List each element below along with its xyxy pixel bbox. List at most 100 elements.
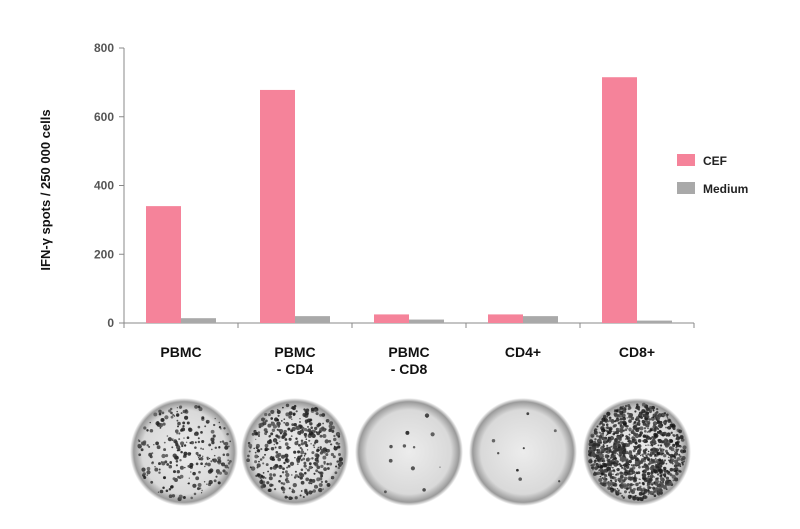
spot [190, 496, 193, 500]
spot [270, 417, 274, 420]
spot [621, 460, 624, 463]
spot [177, 421, 181, 426]
spot [153, 443, 155, 446]
spot [227, 459, 230, 462]
spot [313, 484, 318, 489]
spot [491, 438, 496, 443]
spot [323, 467, 327, 471]
spot [601, 460, 604, 462]
spot [171, 494, 176, 498]
spot [187, 482, 190, 485]
spot [293, 422, 297, 427]
spot [218, 425, 222, 429]
category-label-line: - CD8 [391, 361, 428, 377]
spot [209, 468, 214, 473]
spot [285, 477, 289, 480]
spot [615, 427, 620, 432]
spot [311, 457, 314, 460]
spot [170, 485, 174, 489]
spot [259, 458, 263, 461]
spot [137, 439, 140, 441]
spot [310, 443, 312, 445]
spot [601, 428, 606, 433]
spot [179, 405, 183, 409]
spot [271, 457, 275, 462]
spot [204, 462, 208, 466]
spot [637, 405, 640, 408]
spot [187, 452, 192, 456]
spot [146, 444, 149, 447]
spot [669, 423, 672, 427]
spot [322, 422, 324, 425]
spot [651, 405, 655, 410]
spot [647, 475, 650, 478]
spot [300, 480, 305, 485]
spot [632, 423, 635, 425]
spot [171, 439, 174, 442]
spot [158, 412, 162, 416]
category-label: CD8+ [619, 344, 655, 360]
spot [665, 462, 668, 465]
spot [227, 445, 230, 448]
spot [641, 402, 646, 407]
spot [257, 455, 260, 458]
spot [682, 445, 687, 450]
category-label: PBMC - CD8 [388, 344, 429, 377]
spot [642, 496, 645, 498]
spot [638, 481, 641, 485]
spot [674, 477, 679, 482]
spot [627, 425, 629, 427]
spot [277, 457, 282, 462]
spot [670, 447, 675, 452]
spot [324, 480, 328, 483]
spot [558, 480, 561, 483]
spot [648, 460, 651, 462]
spot [300, 439, 304, 443]
spot [641, 465, 645, 469]
spot [639, 426, 644, 431]
spot [588, 446, 591, 449]
spot [389, 444, 393, 449]
spot [280, 420, 283, 422]
spot [281, 435, 285, 440]
spot [322, 434, 327, 438]
spot [652, 437, 656, 441]
spot [316, 449, 320, 453]
spot [158, 462, 161, 466]
spot [518, 477, 522, 481]
spot [267, 470, 270, 473]
spot [152, 461, 154, 463]
spot [277, 424, 281, 428]
spot [311, 451, 315, 455]
spot [647, 430, 651, 433]
spot [628, 464, 631, 466]
spot [619, 417, 623, 421]
spot [646, 431, 649, 433]
spot [313, 446, 316, 449]
spot [284, 495, 288, 499]
well-4 [583, 398, 691, 506]
spot [674, 451, 679, 456]
category-label-line: - CD4 [277, 361, 314, 377]
spot [641, 409, 646, 414]
spot [301, 426, 305, 430]
spot [647, 486, 651, 490]
spot [288, 415, 292, 419]
spot [629, 454, 634, 459]
well-0 [130, 398, 238, 506]
category-label: CD4+ [505, 344, 541, 360]
spot [651, 493, 655, 496]
spot [646, 471, 651, 476]
spot [605, 475, 608, 477]
spot [613, 488, 616, 491]
spot [273, 439, 276, 442]
spot [246, 458, 250, 463]
spot [218, 446, 221, 448]
spot [676, 457, 681, 461]
spot [172, 470, 177, 474]
spot [643, 488, 648, 493]
spot [291, 490, 294, 493]
spot [652, 458, 656, 463]
spot [326, 482, 331, 487]
spot [624, 404, 628, 408]
